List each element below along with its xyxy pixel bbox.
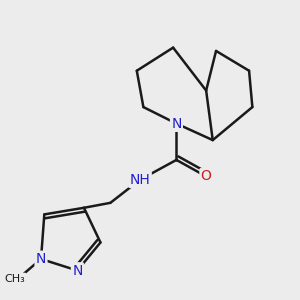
Text: O: O [201, 169, 212, 183]
Text: CH₃: CH₃ [4, 274, 25, 284]
Text: NH: NH [130, 173, 151, 187]
Text: N: N [36, 252, 46, 266]
Text: N: N [72, 263, 82, 278]
Text: N: N [171, 117, 182, 130]
